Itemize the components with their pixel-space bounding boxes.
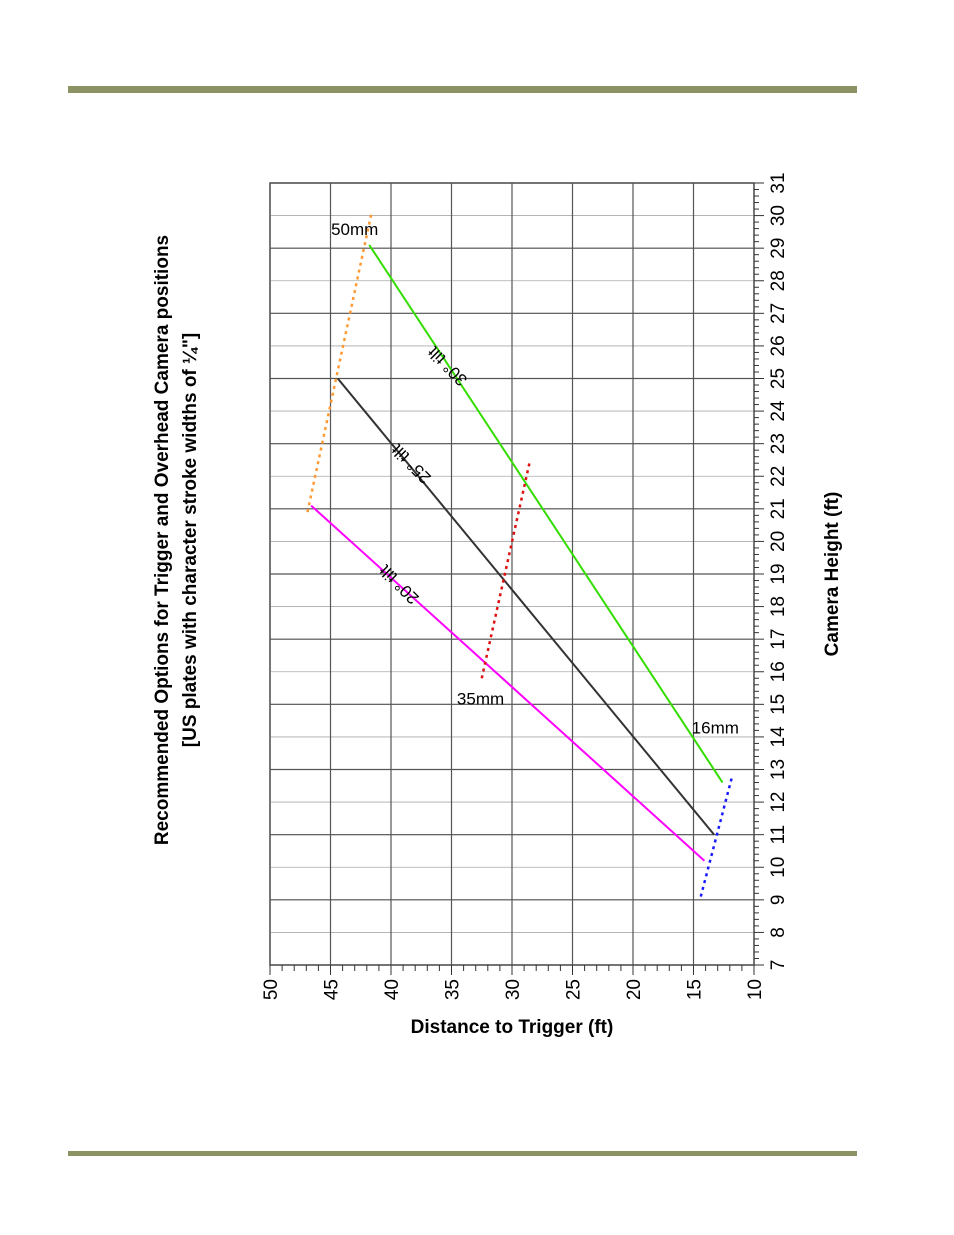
y-tick-label: 45 — [322, 979, 343, 1000]
y-tick-label: 25 — [564, 979, 585, 1000]
x-tick-label: 18 — [768, 596, 789, 617]
y-tick-label: 20 — [624, 979, 645, 1000]
y-tick-label: 30 — [503, 979, 524, 1000]
annotation-label: 35mm — [457, 689, 504, 708]
x-tick-labels: 7 8 9 10 11 12 13 14 15 16 17 18 19 20 21 22 23 24 25 26 27 2… — [768, 172, 789, 970]
x-tick-label: 24 — [768, 400, 789, 422]
x-tick-label: 13 — [768, 759, 789, 780]
x-tick-label: 15 — [768, 694, 789, 715]
tick-marks — [269, 182, 764, 975]
x-tick-label: 29 — [768, 238, 789, 259]
series-line — [310, 504, 706, 862]
x-tick-label: 14 — [768, 726, 789, 748]
y-tick-label: 10 — [745, 979, 766, 1000]
series-line — [480, 459, 532, 679]
y-axis-label: Distance to Trigger (ft) — [411, 1017, 614, 1038]
x-tick-label: 16 — [768, 661, 789, 682]
chart-title: Recommended Options for Trigger and Over… — [152, 235, 173, 845]
x-tick-label: 9 — [768, 895, 789, 906]
footer-rule — [68, 1151, 857, 1156]
x-tick-label: 28 — [768, 270, 789, 291]
annotation-label: 16mm — [692, 719, 739, 738]
y-tick-label: 50 — [261, 979, 282, 1000]
chart-subtitle: [US plates with character stroke widths … — [180, 333, 201, 747]
x-tick-label: 23 — [768, 433, 789, 454]
x-tick-label: 30 — [768, 205, 789, 226]
x-tick-label: 10 — [768, 857, 789, 878]
annotation-label: 50mm — [331, 220, 378, 239]
series-line — [368, 244, 724, 784]
series-lines — [306, 212, 734, 897]
x-tick-label: 7 — [768, 960, 789, 971]
y-tick-labels: 50 45 40 35 30 25 20 15 10 — [261, 979, 766, 1000]
x-axis-label: Camera Height (ft) — [822, 492, 843, 657]
x-tick-label: 11 — [768, 825, 789, 845]
y-tick-label: 40 — [382, 979, 403, 1000]
y-tick-label: 15 — [685, 979, 706, 1000]
y-tick-label: 35 — [443, 979, 464, 1000]
x-tick-label: 31 — [768, 172, 789, 193]
header-rule — [68, 86, 857, 93]
x-tick-label: 19 — [768, 563, 789, 584]
x-tick-label: 26 — [768, 335, 789, 356]
x-tick-label: 25 — [768, 368, 789, 389]
x-tick-label: 12 — [768, 792, 789, 813]
x-tick-label: 20 — [768, 531, 789, 552]
x-tick-label: 17 — [768, 629, 789, 650]
series-line — [306, 212, 373, 513]
x-tick-label: 22 — [768, 466, 789, 487]
series-line — [336, 377, 715, 836]
x-tick-label: 27 — [768, 303, 789, 324]
x-tick-label: 21 — [768, 498, 789, 519]
x-tick-label: 8 — [768, 927, 789, 938]
